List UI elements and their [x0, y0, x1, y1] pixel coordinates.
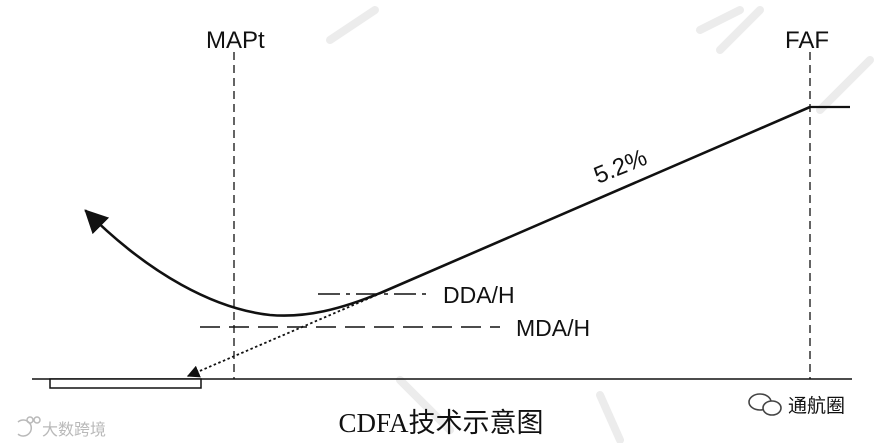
- watermark-logo-icon: [17, 416, 41, 437]
- faf-label: FAF: [785, 27, 829, 54]
- chat-bubble-icon: [748, 393, 782, 416]
- mda-label: MDA/H: [516, 315, 590, 341]
- glide-extension-dotted: [186, 290, 387, 378]
- background-strokes: [326, 6, 874, 443]
- gradient-label: 5.2%: [590, 144, 651, 190]
- watermark-left: 大数跨境: [17, 416, 106, 439]
- mapt-label: MAPt: [206, 27, 265, 54]
- flight-path: [84, 105, 812, 317]
- watermark-right-text: 通航圈: [788, 395, 845, 417]
- watermark-right: 通航圈: [748, 393, 845, 417]
- watermark-left-text: 大数跨境: [42, 420, 106, 439]
- diagram-caption: CDFA技术示意图: [338, 408, 543, 438]
- runway: [49, 378, 202, 389]
- dda-label: DDA/H: [443, 282, 515, 308]
